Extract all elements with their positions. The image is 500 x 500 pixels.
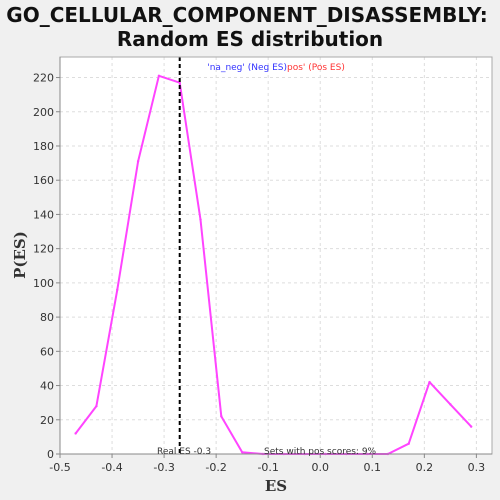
data-point xyxy=(449,403,452,406)
data-point xyxy=(157,74,161,78)
x-tick-label: -0.3 xyxy=(153,461,174,474)
x-tick-label: 0.3 xyxy=(468,461,486,474)
data-point xyxy=(220,415,223,418)
y-tick-label: 200 xyxy=(33,106,54,119)
x-tick-label: 0.1 xyxy=(364,461,382,474)
data-point xyxy=(469,425,473,428)
y-tick-label: 80 xyxy=(40,311,54,324)
x-tick-label: -0.4 xyxy=(101,461,122,474)
real-es-annotation: Real ES -0.3 xyxy=(157,447,211,457)
y-tick-label: 100 xyxy=(33,277,54,290)
legend-pos-label: pos' (Pos ES) xyxy=(287,63,345,73)
data-point xyxy=(407,442,410,445)
pos-scores-annotation: Sets with pos scores: 9% xyxy=(264,447,377,457)
data-point xyxy=(95,404,98,408)
legend-neg-label: 'na_neg' (Neg ES) xyxy=(207,63,287,73)
y-tick-label: 60 xyxy=(40,345,54,358)
x-tick-label: -0.5 xyxy=(49,461,70,474)
tick-labels: -0.5 -0.4 -0.3 -0.2 -0.1 0.0 0.1 0.2 0.3 0 20 40 60 8… xyxy=(33,72,485,474)
x-tick-label: 0.0 xyxy=(311,461,329,474)
y-tick-label: 160 xyxy=(33,174,54,187)
plot-area xyxy=(60,57,492,454)
chart-title-line1: GO_CELLULAR_COMPONENT_DISASSEMBLY: xyxy=(6,3,487,27)
x-tick-label: 0.2 xyxy=(416,461,434,474)
y-tick-label: 40 xyxy=(40,380,54,393)
y-axis-label: P(ES) xyxy=(11,231,29,279)
data-point xyxy=(136,160,140,163)
axes xyxy=(59,56,493,455)
data-point xyxy=(178,81,181,84)
data-point xyxy=(116,288,119,291)
y-tick-label: 0 xyxy=(47,448,54,461)
y-tick-label: 20 xyxy=(40,414,54,427)
y-tick-label: 220 xyxy=(33,72,54,85)
chart-title-line2: Random ES distribution xyxy=(117,27,383,51)
y-tick-label: 140 xyxy=(33,208,54,221)
data-point xyxy=(199,218,202,221)
data-point xyxy=(428,380,431,384)
y-tick-label: 120 xyxy=(33,243,54,256)
data-point xyxy=(74,432,77,435)
x-axis-label: ES xyxy=(265,477,287,495)
x-tick-label: -0.1 xyxy=(257,461,278,474)
data-point xyxy=(240,451,244,454)
y-tick-label: 180 xyxy=(33,140,54,153)
x-tick-label: -0.2 xyxy=(205,461,226,474)
